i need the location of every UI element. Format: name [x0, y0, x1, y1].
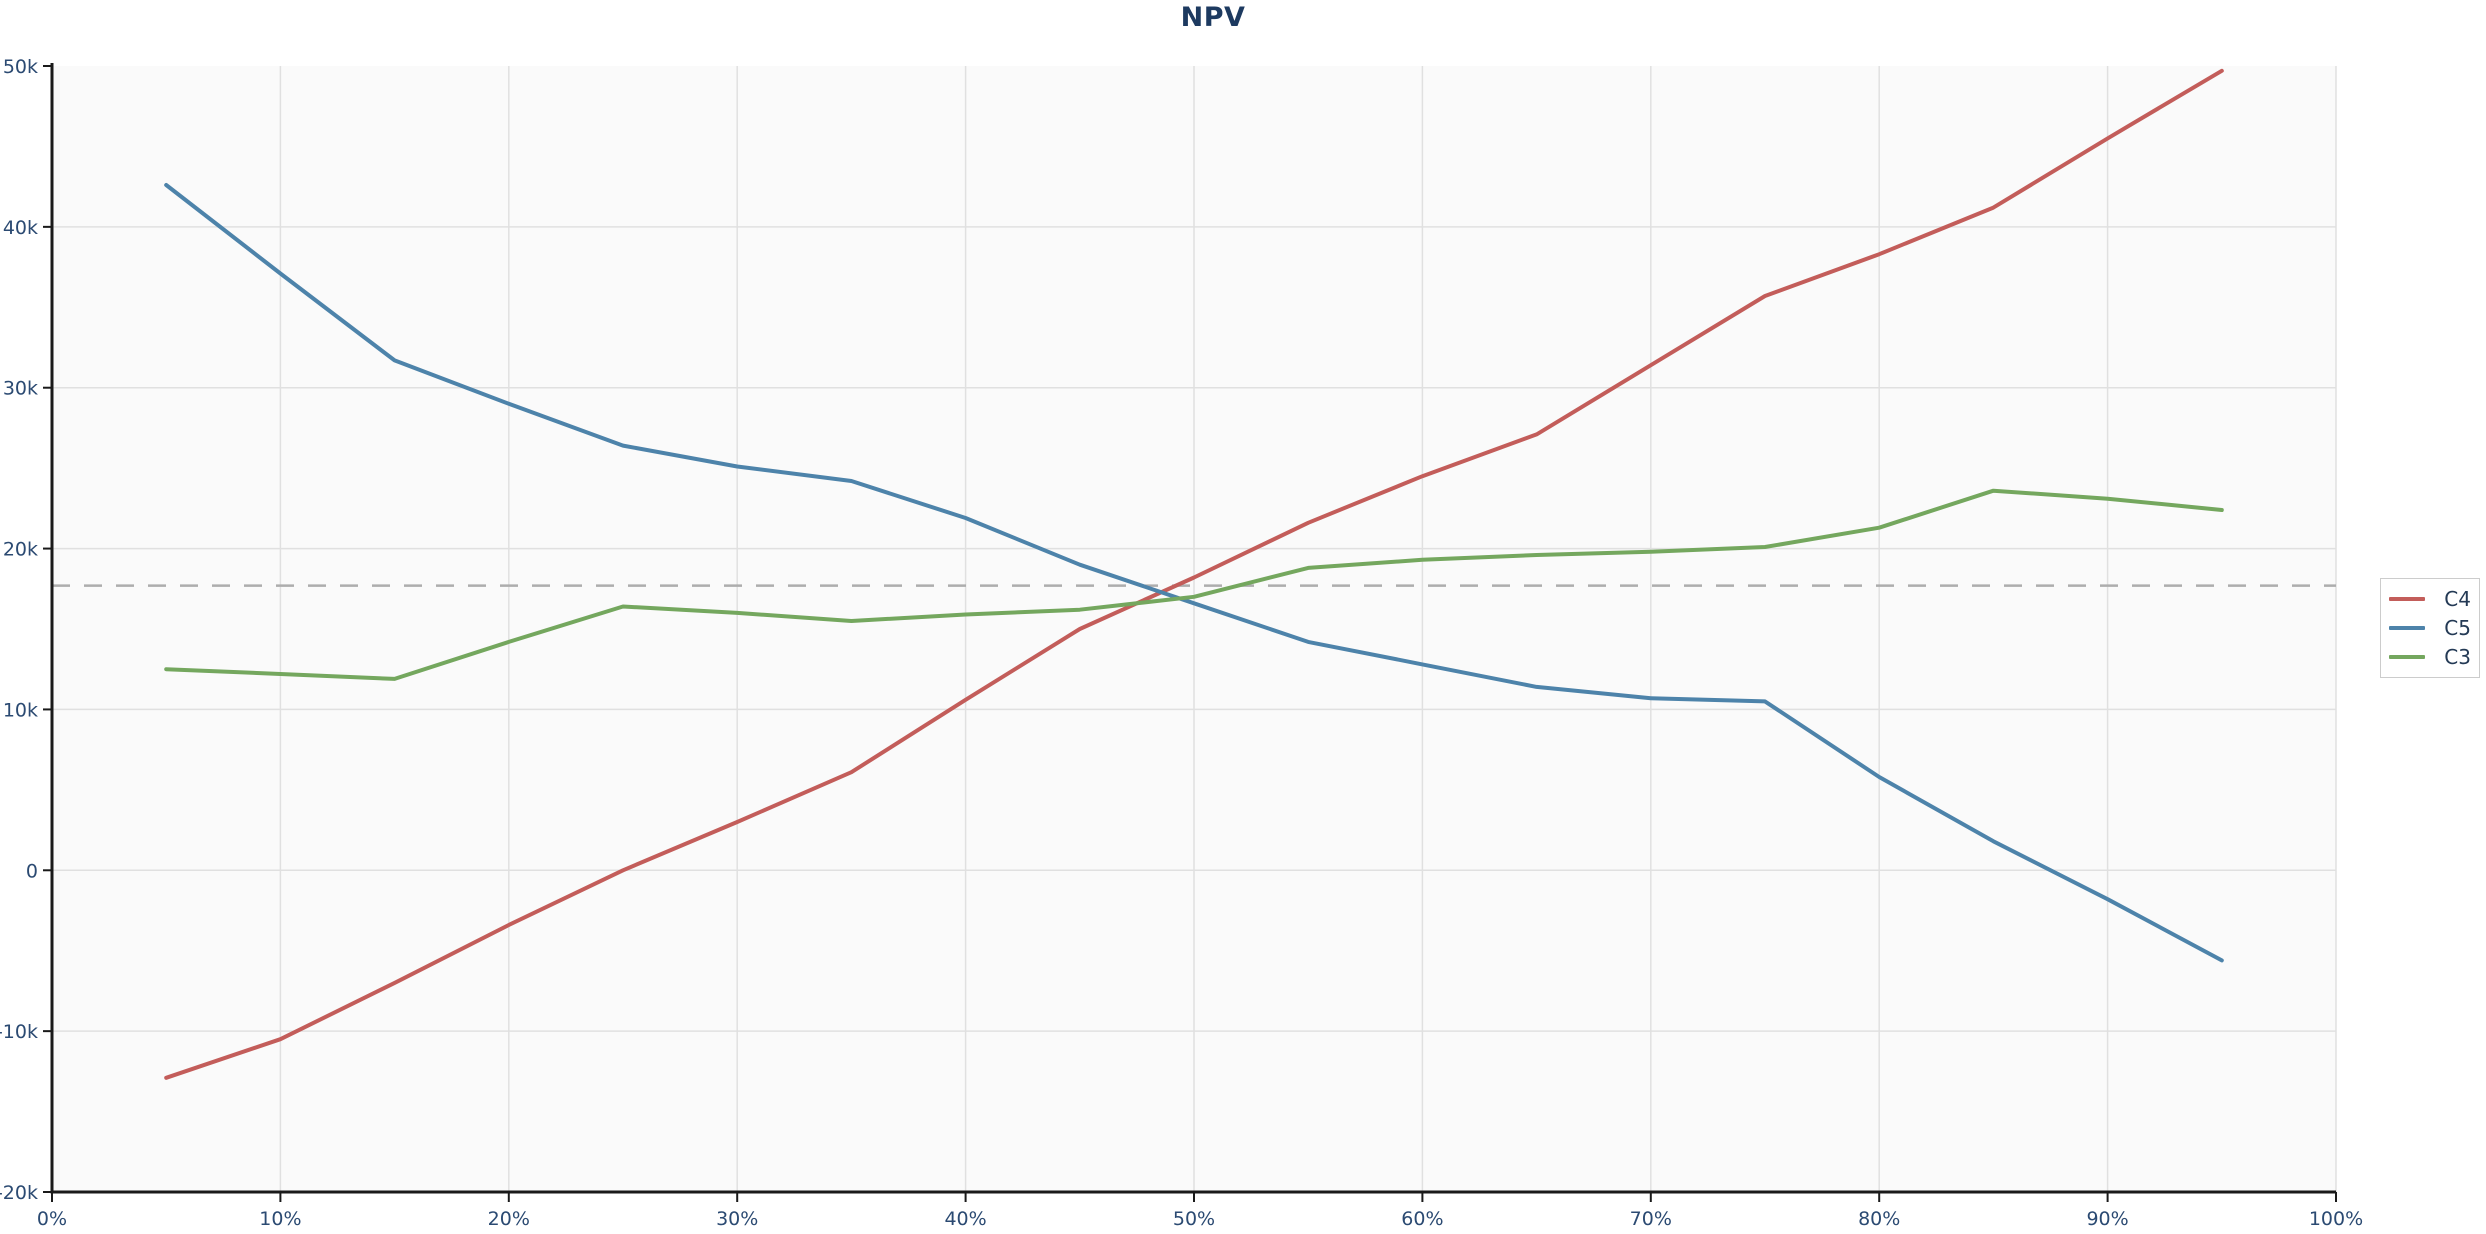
y-tick-label: 30k	[3, 378, 38, 400]
x-tick-label: 50%	[1173, 1208, 1215, 1230]
series-line-C4	[164, 68, 2224, 1080]
y-tick-label: -20k	[0, 1182, 38, 1204]
y-tick-label: 40k	[3, 217, 38, 239]
series-line-C3	[164, 488, 2224, 681]
x-tick-label: 70%	[1630, 1208, 1672, 1230]
x-tick-label: 30%	[716, 1208, 758, 1230]
legend-line-swatch-c4	[2389, 597, 2425, 602]
y-tick-label: 50k	[3, 56, 38, 78]
chart-title: NPV	[1180, 2, 1246, 33]
x-tick-label: 20%	[488, 1208, 530, 1230]
series-line-C5	[164, 183, 2224, 963]
legend-line-swatch-c3	[2389, 654, 2425, 659]
legend: C4 C5 C3	[2380, 578, 2480, 678]
legend-item-c5[interactable]: C5	[2389, 618, 2471, 638]
legend-label-c4: C4	[2444, 587, 2471, 612]
y-tick-label: 20k	[3, 539, 38, 561]
legend-item-c4[interactable]: C4	[2389, 589, 2471, 609]
x-tick-label: 60%	[1401, 1208, 1443, 1230]
legend-line-swatch-c5	[2389, 625, 2425, 630]
x-tick-label: 10%	[259, 1208, 301, 1230]
x-tick-label: 0%	[37, 1208, 67, 1230]
y-tick-label: 0	[26, 860, 38, 882]
y-tick-label: -10k	[0, 1021, 38, 1043]
legend-item-c3[interactable]: C3	[2389, 647, 2471, 667]
x-tick-label: 100%	[2309, 1208, 2363, 1230]
legend-label-c5: C5	[2444, 615, 2471, 640]
x-tick-label: 40%	[944, 1208, 986, 1230]
y-tick-label: 10k	[3, 699, 38, 721]
x-tick-label: 80%	[1858, 1208, 1900, 1230]
legend-label-c3: C3	[2444, 644, 2471, 669]
x-tick-label: 90%	[2086, 1208, 2128, 1230]
